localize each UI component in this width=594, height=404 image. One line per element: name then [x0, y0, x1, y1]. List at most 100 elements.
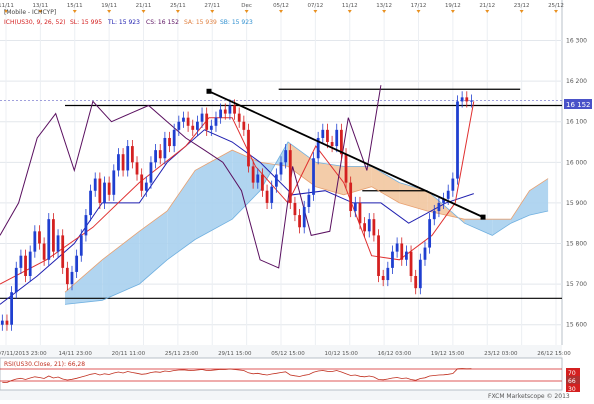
candle-body [335, 129, 339, 147]
trendline-handle-end[interactable] [480, 214, 486, 220]
candle-body [154, 150, 157, 163]
candle-body [330, 142, 334, 147]
bottom-date-label: 29/11 15:00 [218, 351, 252, 357]
bottom-date-label: 07/11/2013 23:00 [0, 351, 47, 357]
session-marker-icon [72, 10, 77, 13]
trendline[interactable] [208, 90, 484, 218]
last-price-badge-bg [564, 99, 592, 109]
top-date-label: Dec [241, 3, 252, 9]
candle-body [70, 271, 74, 285]
bottom-date-label: 23/12 03:00 [484, 351, 518, 357]
senkou-a-line [64, 149, 549, 293]
session-marker-icon [244, 10, 249, 13]
session-marker-icon [554, 10, 558, 13]
candle-body [219, 109, 223, 118]
candle-body [93, 178, 97, 191]
candle-body [186, 117, 190, 126]
session-marker-icon [313, 10, 318, 13]
candle-body [418, 259, 422, 289]
candle-body [200, 113, 204, 122]
candle-body [432, 211, 436, 220]
top-date-axis: 11/11 13/11 15/11 19/11 21/11 25/11 27/11 Dec 05… [0, 3, 564, 13]
candle-body [130, 146, 134, 163]
candle-body [372, 219, 376, 236]
candle-body [228, 105, 232, 114]
top-date-label: 05/12 [273, 3, 289, 9]
cloud-segment [510, 190, 530, 224]
cloud-segment [464, 219, 493, 236]
candle-body [121, 154, 125, 171]
candle-body [61, 235, 65, 268]
top-date-label: 25/11 [170, 3, 186, 9]
candle-body [89, 190, 92, 216]
rsi-level-30-badge-bg [566, 384, 580, 392]
candle-body [293, 202, 297, 216]
candle-body [140, 174, 144, 191]
top-date-label: 07/12 [307, 3, 323, 9]
candle-body [279, 162, 283, 175]
trendline-handle-start[interactable] [206, 88, 212, 94]
candle-body [456, 101, 459, 179]
top-date-label: 17/12 [411, 3, 427, 9]
candle-body [367, 219, 371, 232]
ichimoku-label: ICH(US30, 9, 26, 52) [4, 19, 66, 26]
bottom-date-label: 05/12 15:00 [271, 351, 305, 357]
top-date-label: 19/12 [445, 3, 461, 9]
candle-body [214, 117, 218, 126]
session-marker-icon [347, 10, 352, 13]
footer-copyright: FXCM Marketscope © 2013 [488, 393, 570, 400]
rsi-last-badge: 66 [568, 378, 576, 385]
candle-body [298, 215, 301, 228]
session-marker-icon [210, 10, 215, 13]
candle-body [196, 121, 199, 130]
candle-body [446, 190, 450, 199]
trendline-group[interactable] [206, 88, 486, 220]
candle-body [395, 243, 399, 252]
candle-body [460, 97, 464, 102]
top-date-label: 13/12 [376, 3, 392, 9]
cloud-segment [371, 166, 400, 203]
candle-body [386, 267, 390, 281]
session-marker-icon [279, 10, 283, 13]
session-marker-icon [141, 10, 146, 13]
candle-body [205, 113, 209, 130]
session-marker-icon [175, 10, 180, 13]
candle-body [135, 162, 139, 175]
candle-body [391, 251, 394, 268]
bottom-date-label: 19/12 15:00 [431, 351, 465, 357]
candle-body [172, 129, 176, 147]
session-marker-icon [519, 10, 524, 13]
price-tick-label: 16 200 [566, 78, 587, 85]
bottom-date-label: 14/11 23:00 [58, 351, 92, 357]
candle-body [144, 182, 148, 191]
cs-label: CS: 16 152 [146, 19, 179, 26]
rsi-level-70: 70 [568, 370, 576, 377]
candle-body [465, 97, 469, 102]
price-tick-label: 16 300 [566, 38, 587, 45]
candle-body [321, 129, 325, 138]
candle-body [42, 243, 46, 260]
cloud-segment [167, 170, 196, 260]
price-axis: 15 600 15 700 15 800 15 900 16 000 16 100 16 2… [566, 38, 587, 329]
candle-body [377, 235, 380, 276]
session-marker-icon [107, 10, 112, 13]
candle-body [163, 137, 167, 159]
top-date-label: 19/11 [101, 3, 117, 9]
candle-body [75, 255, 79, 272]
candle-body [107, 182, 111, 195]
price-axis-bg [562, 0, 594, 400]
candle-body [47, 219, 51, 260]
session-marker-icon [485, 10, 490, 13]
bottom-date-label: 26/12 15:00 [537, 351, 571, 357]
candle-body [349, 182, 353, 212]
top-date-label: 27/11 [204, 3, 220, 9]
candle-body [191, 125, 195, 130]
candle-body [274, 174, 278, 187]
bottom-date-label: 25/11 23:00 [165, 351, 199, 357]
sl-label: SL: 15 995 [70, 19, 102, 26]
price-tick-label: 15 600 [566, 322, 587, 329]
rsi-label: RSI(US30.Close, 21): 66,28 [4, 361, 85, 368]
candle-body [233, 105, 236, 114]
